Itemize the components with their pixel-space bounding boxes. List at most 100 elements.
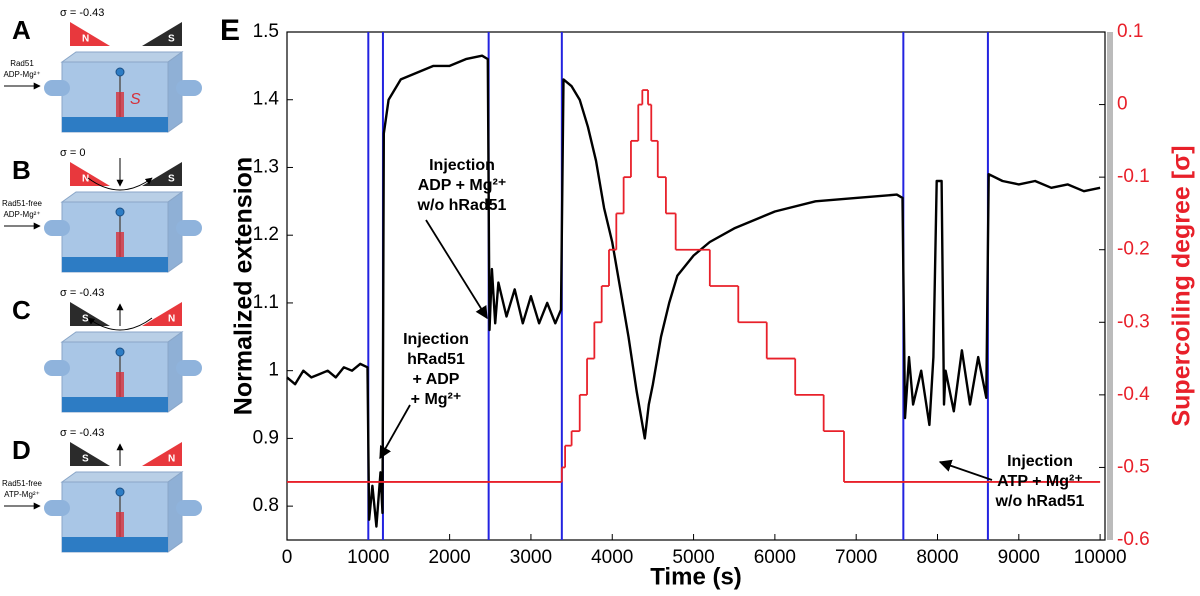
inlet-label: Rad51-free [2,199,43,208]
x-axis-label: Time (s) [650,563,742,590]
y2-tick-label: -0.3 [1117,311,1150,332]
magnet-flag [142,162,182,186]
y2-tick-label: 0 [1117,94,1128,115]
magnet-label: S [82,314,89,325]
data-line [286,54,1101,528]
magnet-label: N [168,314,175,325]
x-tick-label: 5000 [672,547,714,568]
inlet-label: ADP-Mg²⁺ [3,70,40,79]
annotation-text: ADP + Mg²⁺ [418,177,507,194]
tube-left [44,500,70,516]
annotation-text: hRad51 [407,351,465,368]
panel-letter: B [12,155,31,185]
dna-filament [116,372,124,397]
panel-letter: A [12,15,31,45]
sigma-label: σ = -0.43 [60,427,104,439]
tube-left [44,220,70,236]
magnet-flag [70,302,110,326]
box-top [60,191,184,203]
magnet-label: N [168,454,175,465]
inlet-label: ATP-Mg²⁺ [4,490,40,499]
annotation-text: w/o hRad51 [995,493,1085,510]
x-tick-label: 7000 [835,547,877,568]
box-liquid [62,257,168,272]
tube-right [176,80,202,96]
panel-letter: D [12,435,31,465]
filament-label: S [130,91,141,108]
x-tick-label: 0 [282,547,293,568]
tube-right [176,500,202,516]
annotation-arrow [425,219,488,320]
inlet-label: Rad51 [10,59,34,68]
tube-right [176,220,202,236]
magnetic-bead [115,207,125,217]
dna-filament [116,512,124,537]
magnet-label: N [82,174,89,185]
annotation-arrow [938,459,993,481]
tube-left [44,80,70,96]
annotation-text: Injection [403,331,469,348]
magnetic-bead [115,487,125,497]
y-tick-label: 0.9 [253,427,279,448]
box-top [60,471,184,483]
annotation-text: Injection [1007,453,1073,470]
x-tick-label: 2000 [428,547,470,568]
magnet-flag [142,22,182,46]
annotation-text: + Mg²⁺ [411,391,462,408]
y-tick-label: 1.1 [253,292,279,313]
x-tick-label: 6000 [754,547,796,568]
y-axis-label: Normalized extension [230,157,258,415]
magnet-label: S [82,454,89,465]
magnetic-bead [115,347,125,357]
x-tick-label: 10000 [1074,547,1127,568]
annotation-arrow [379,404,411,460]
annotation-text: ATP + Mg²⁺ [997,473,1083,490]
dna-filament [116,92,124,117]
rotation-arrow [87,317,153,331]
y2-tick-label: -0.4 [1117,384,1150,405]
box-liquid [62,397,168,412]
box-top [60,51,184,63]
y-tick-label: 1 [268,360,279,381]
magnet-flag [70,162,110,186]
magnetic-bead [115,67,125,77]
magnet-flag [142,442,182,466]
magnet-flag [142,302,182,326]
x-tick-label: 1000 [347,547,389,568]
box-top [60,331,184,343]
sigma-label: σ = -0.43 [60,7,104,19]
box-liquid [62,117,168,132]
tube-left [44,360,70,376]
magnet-flag [70,442,110,466]
sigma-label: σ = 0 [60,147,85,159]
y-tick-label: 0.8 [253,495,279,516]
x-tick-label: 9000 [998,547,1040,568]
panel-letter: C [12,295,31,325]
annotation-text: + ADP [413,371,460,388]
inlet-label: ADP-Mg²⁺ [3,210,40,219]
x-tick-label: 3000 [510,547,552,568]
x-tick-label: 8000 [916,547,958,568]
y2-tick-label: -0.1 [1117,166,1150,187]
y-tick-label: 1.2 [253,224,279,245]
panel-label: E [220,14,240,47]
y2-tick-label: -0.5 [1117,456,1150,477]
magnet-label: S [168,34,175,45]
side-bar [1107,32,1113,540]
y2-tick-label: -0.6 [1117,529,1150,550]
annotation-text: w/o hRad51 [417,197,507,214]
rotation-arrow [87,177,153,191]
tube-right [176,360,202,376]
y-tick-label: 1.4 [253,89,280,110]
x-tick-label: 4000 [591,547,633,568]
magnet-flag [70,22,110,46]
dna-filament [116,232,124,257]
y2-axis-label: Supercoiling degree [σ] [1168,145,1196,426]
plot-frame [286,31,1106,541]
magnet-label: S [168,174,175,185]
annotation-text: Injection [429,157,495,174]
y-tick-label: 1.3 [253,156,279,177]
y-tick-label: 1.5 [253,21,279,42]
inlet-label: Rad51-free [2,479,43,488]
